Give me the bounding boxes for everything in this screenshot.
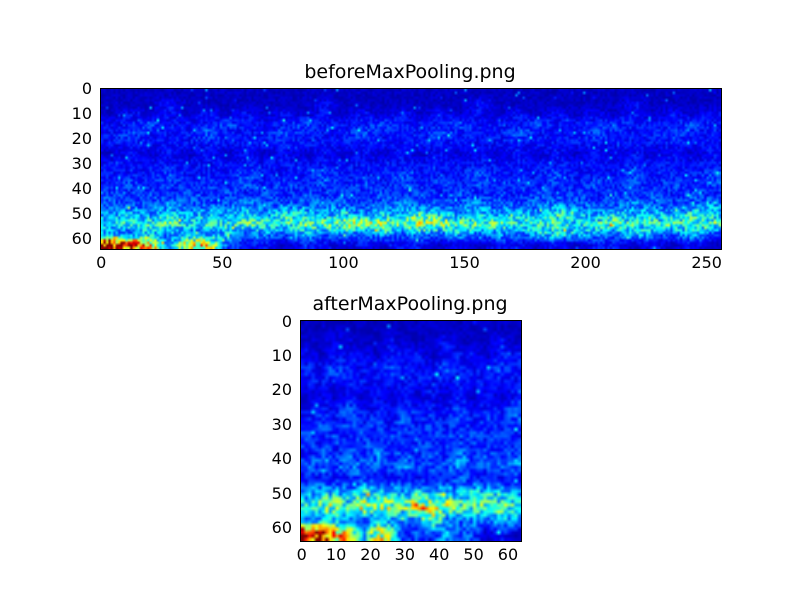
x-tick-label: 200 <box>570 253 601 272</box>
x-tick-label: 100 <box>328 253 359 272</box>
x-tick-label: 10 <box>325 545 347 564</box>
y-tick-label: 20 <box>71 129 92 149</box>
x-tick-label: 30 <box>394 545 416 564</box>
y-tick-label: 60 <box>271 517 292 537</box>
before-chart-axes <box>100 88 722 250</box>
y-tick-label: 40 <box>271 449 292 469</box>
before-chart-title: beforeMaxPooling.png <box>304 61 516 83</box>
y-tick-label: 0 <box>281 311 292 331</box>
y-tick-label: 60 <box>71 229 92 249</box>
x-tick-label: 250 <box>691 253 722 272</box>
x-tick-label: 60 <box>497 545 519 564</box>
y-tick-label: 40 <box>71 179 92 199</box>
y-tick-label: 30 <box>71 154 92 174</box>
y-tick-label: 10 <box>271 346 292 366</box>
y-tick-label: 50 <box>71 204 92 224</box>
x-tick-label: 0 <box>96 253 107 272</box>
before-heatmap-image <box>101 89 721 249</box>
y-tick-label: 50 <box>271 483 292 503</box>
y-tick-label: 10 <box>71 104 92 124</box>
after-heatmap-image <box>301 321 521 541</box>
y-tick-label: 30 <box>271 414 292 434</box>
x-tick-label: 150 <box>449 253 480 272</box>
after-chart-title: afterMaxPooling.png <box>312 293 508 315</box>
x-tick-label: 40 <box>429 545 450 564</box>
y-tick-label: 0 <box>81 79 92 99</box>
x-tick-label: 0 <box>296 545 307 564</box>
x-tick-label: 50 <box>463 545 484 564</box>
after-chart-axes <box>300 320 522 542</box>
x-tick-label: 50 <box>212 253 233 272</box>
x-tick-label: 20 <box>360 545 381 564</box>
y-tick-label: 20 <box>271 380 292 400</box>
